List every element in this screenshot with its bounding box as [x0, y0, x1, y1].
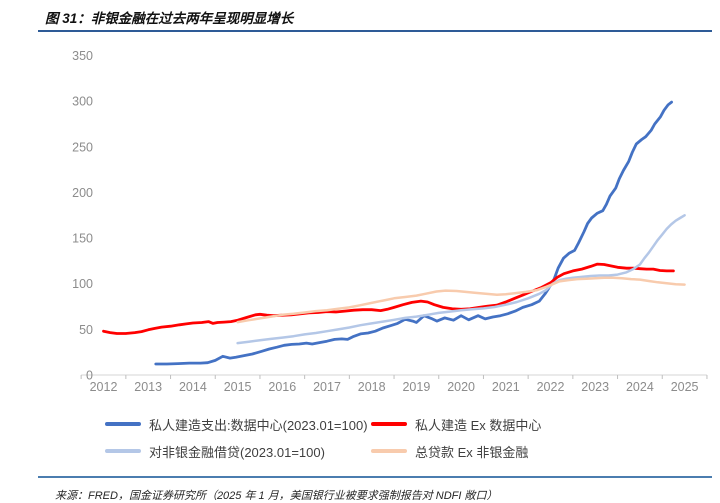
x-tick-label: 2025: [671, 380, 699, 394]
x-tick-label: 2023: [581, 380, 609, 394]
x-tick-label: 2016: [268, 380, 296, 394]
legend-item-2: 对非银金融借贷(2023.01=100): [105, 443, 325, 460]
y-tick-label: 0: [86, 369, 93, 383]
x-tick-label: 2017: [313, 380, 341, 394]
x-tick-label: 2022: [537, 380, 565, 394]
legend-label: 对非银金融借贷(2023.01=100): [149, 444, 325, 460]
y-tick-label: 100: [72, 277, 93, 291]
x-tick-label: 2019: [402, 380, 430, 394]
chart-legend: 私人建造支出:数据中心(2023.01=100) 私人建造 Ex 数据中心对非银金…: [0, 0, 720, 460]
series-line-2: [236, 214, 686, 345]
x-tick-label: 2020: [447, 380, 475, 394]
legend-label: 总贷款 Ex 非银金融: [415, 444, 529, 460]
legend-label: 私人建造 Ex 数据中心: [415, 417, 542, 433]
legend-swatch-icon: [371, 449, 407, 453]
line-chart: 2012 2013 2014 2015 2016 2017 2018 2019 2020 2021…: [72, 49, 708, 394]
x-tick-label: 2013: [134, 380, 162, 394]
source-note: 来源：FRED，国金证券研究所（2025 年 1 月，美国银行业被要求强制报告对…: [55, 490, 498, 502]
series-line-3: [236, 276, 686, 324]
legend-label: 私人建造支出:数据中心(2023.01=100): [149, 417, 368, 433]
x-tick-label: 2024: [626, 380, 654, 394]
y-tick-label: 150: [72, 232, 93, 246]
legend-item-1: 私人建造 Ex 数据中心: [371, 416, 542, 433]
legend-item-3: 总贷款 Ex 非银金融: [371, 443, 529, 460]
legend-item-0: 私人建造支出:数据中心(2023.01=100): [105, 416, 368, 433]
x-tick-label: 2018: [358, 380, 386, 394]
y-tick-label: 350: [72, 49, 93, 63]
series-line-1: [102, 262, 675, 335]
legend-swatch-icon: [371, 422, 407, 426]
x-tick-label: 2021: [492, 380, 520, 394]
title-divider-line: [38, 30, 712, 32]
footer-divider-line: [38, 476, 712, 478]
legend-swatch-icon: [105, 449, 141, 453]
figure-title: 图 31：非银金融在过去两年呈现明显增长: [45, 11, 294, 26]
x-tick-label: 2014: [179, 380, 207, 394]
x-tick-label: 2015: [224, 380, 252, 394]
y-tick-label: 200: [72, 186, 93, 200]
series-line-0: [154, 100, 673, 366]
legend-swatch-icon: [105, 422, 141, 426]
x-tick-label: 2012: [90, 380, 118, 394]
y-tick-label: 250: [72, 140, 93, 154]
y-tick-label: 300: [72, 95, 93, 109]
y-tick-label: 50: [79, 323, 93, 337]
